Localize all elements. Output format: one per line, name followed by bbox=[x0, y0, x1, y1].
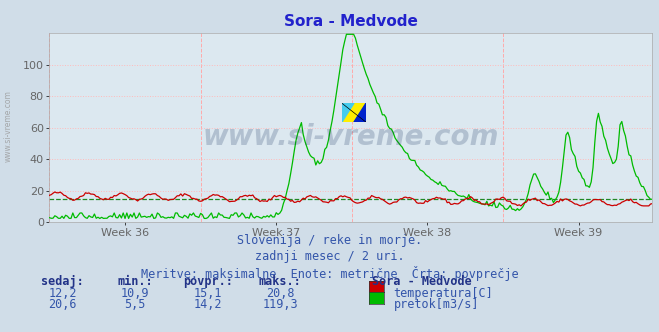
Text: maks.:: maks.: bbox=[259, 275, 301, 288]
Text: 5,5: 5,5 bbox=[125, 298, 146, 311]
Text: 12,2: 12,2 bbox=[48, 287, 77, 299]
Text: Meritve: maksimalne  Enote: metrične  Črta: povprečje: Meritve: maksimalne Enote: metrične Črta… bbox=[140, 266, 519, 281]
Text: pretok[m3/s]: pretok[m3/s] bbox=[393, 298, 479, 311]
Text: www.si-vreme.com: www.si-vreme.com bbox=[3, 90, 13, 162]
Text: 14,2: 14,2 bbox=[193, 298, 222, 311]
Title: Sora - Medvode: Sora - Medvode bbox=[284, 14, 418, 29]
Text: povpr.:: povpr.: bbox=[183, 275, 233, 288]
Text: www.si-vreme.com: www.si-vreme.com bbox=[203, 123, 499, 151]
Text: Slovenija / reke in morje.: Slovenija / reke in morje. bbox=[237, 234, 422, 247]
Text: temperatura[C]: temperatura[C] bbox=[393, 287, 493, 299]
Text: 20,8: 20,8 bbox=[266, 287, 295, 299]
Text: zadnji mesec / 2 uri.: zadnji mesec / 2 uri. bbox=[254, 250, 405, 263]
Text: 119,3: 119,3 bbox=[262, 298, 298, 311]
Text: 10,9: 10,9 bbox=[121, 287, 150, 299]
Text: min.:: min.: bbox=[117, 275, 153, 288]
Text: Sora - Medvode: Sora - Medvode bbox=[372, 275, 472, 288]
Text: 15,1: 15,1 bbox=[193, 287, 222, 299]
Text: sedaj:: sedaj: bbox=[42, 275, 84, 288]
Text: 20,6: 20,6 bbox=[48, 298, 77, 311]
